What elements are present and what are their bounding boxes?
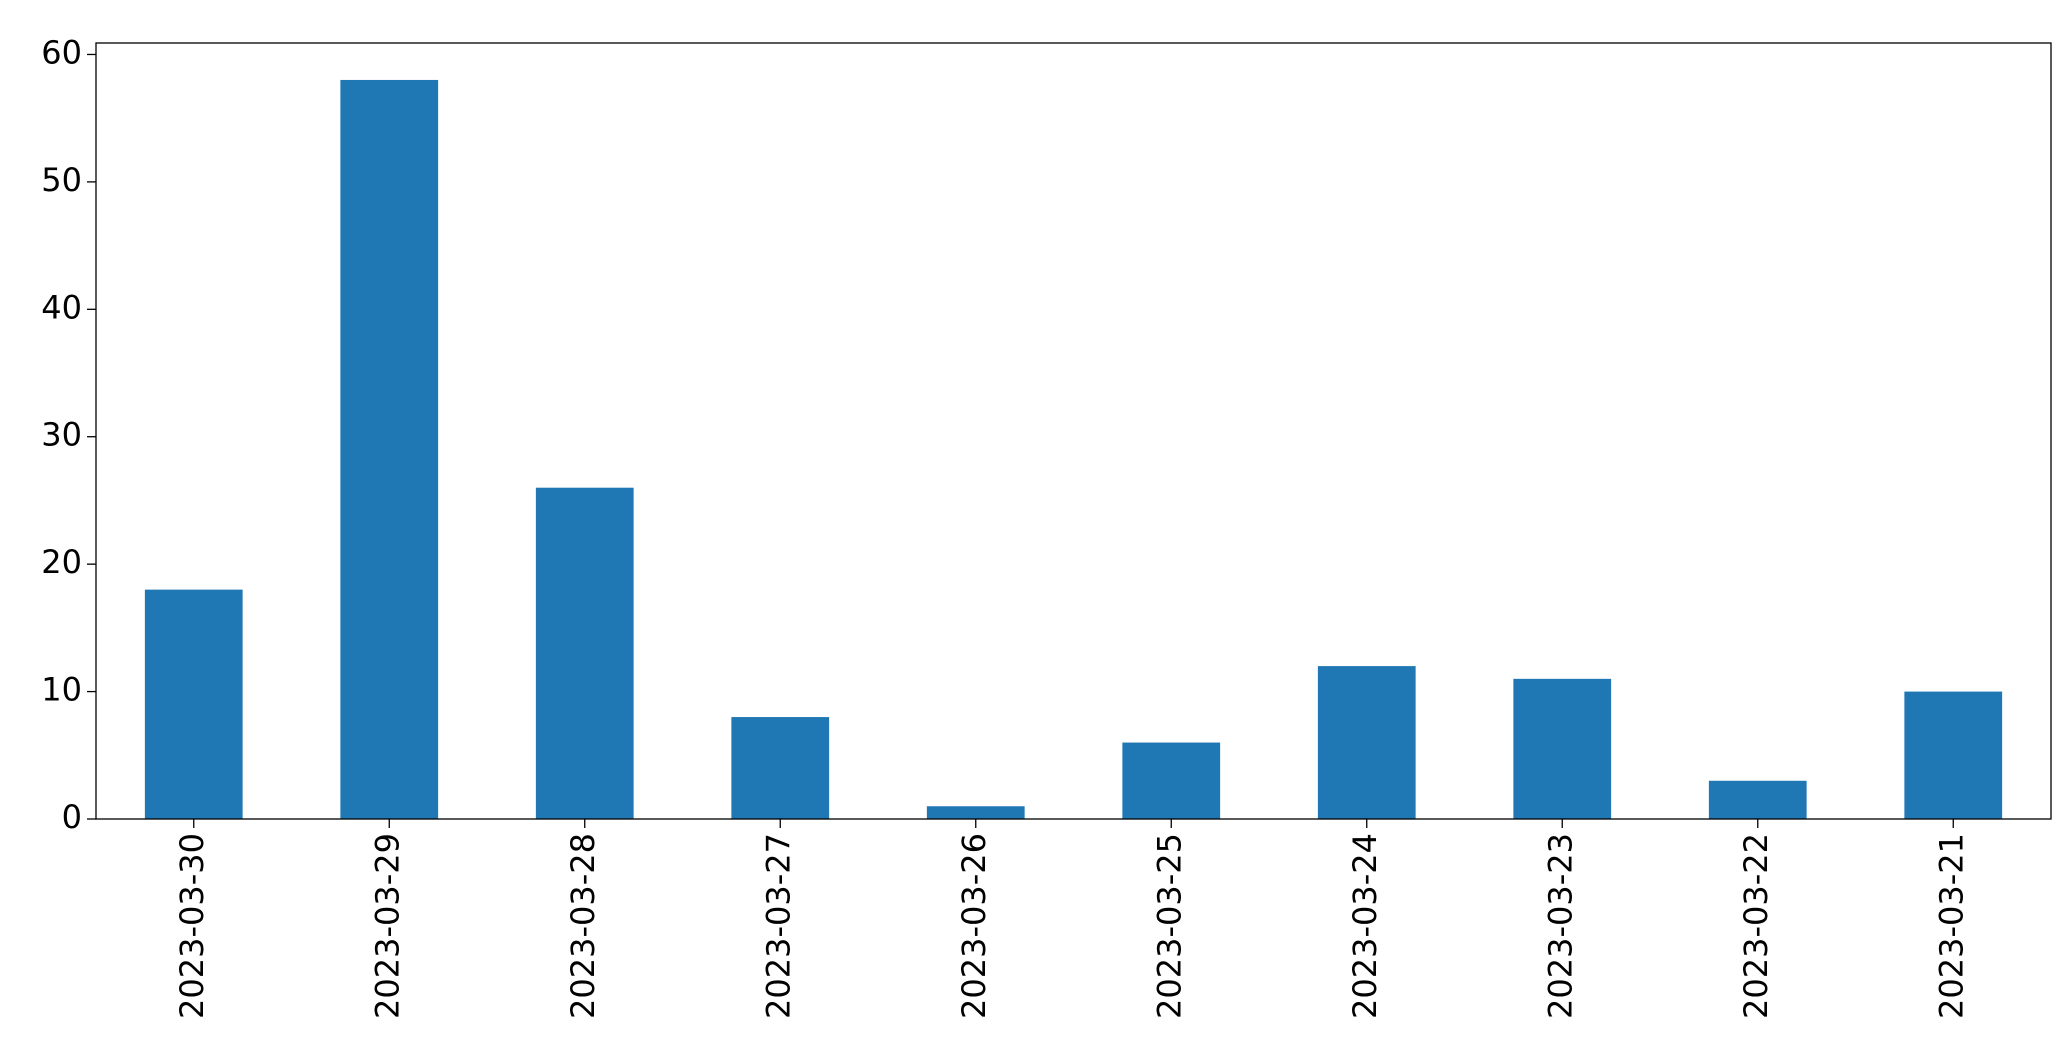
x-tick-label: 2023-03-28 <box>564 833 602 1019</box>
x-tick-label: 2023-03-26 <box>955 833 993 1019</box>
y-tick-label: 50 <box>41 161 82 199</box>
y-tick-label: 10 <box>41 671 82 709</box>
bar <box>731 717 830 819</box>
y-tick-label: 20 <box>41 543 82 581</box>
x-tick-label: 2023-03-22 <box>1737 833 1775 1019</box>
bar <box>1708 780 1807 819</box>
bar <box>1122 742 1221 819</box>
y-tick-label: 40 <box>41 288 82 326</box>
x-tick-label: 2023-03-27 <box>759 833 797 1019</box>
y-tick-label: 0 <box>62 798 82 836</box>
x-tick-label: 2023-03-21 <box>1932 833 1970 1019</box>
x-tick-label: 2023-03-24 <box>1346 833 1384 1019</box>
y-tick-label: 30 <box>41 416 82 454</box>
x-tick-label: 2023-03-23 <box>1541 833 1579 1019</box>
bar <box>144 589 243 819</box>
bar <box>926 806 1025 819</box>
bar <box>1317 666 1416 819</box>
x-tick-label: 2023-03-30 <box>173 833 211 1019</box>
plot-frame <box>95 42 2052 820</box>
y-tick-label: 60 <box>41 33 82 71</box>
bar <box>340 79 439 819</box>
bar <box>1513 678 1612 819</box>
x-tick-label: 2023-03-25 <box>1150 833 1188 1019</box>
bar <box>1904 691 2003 819</box>
x-tick-label: 2023-03-29 <box>368 833 406 1019</box>
bar <box>535 487 634 819</box>
